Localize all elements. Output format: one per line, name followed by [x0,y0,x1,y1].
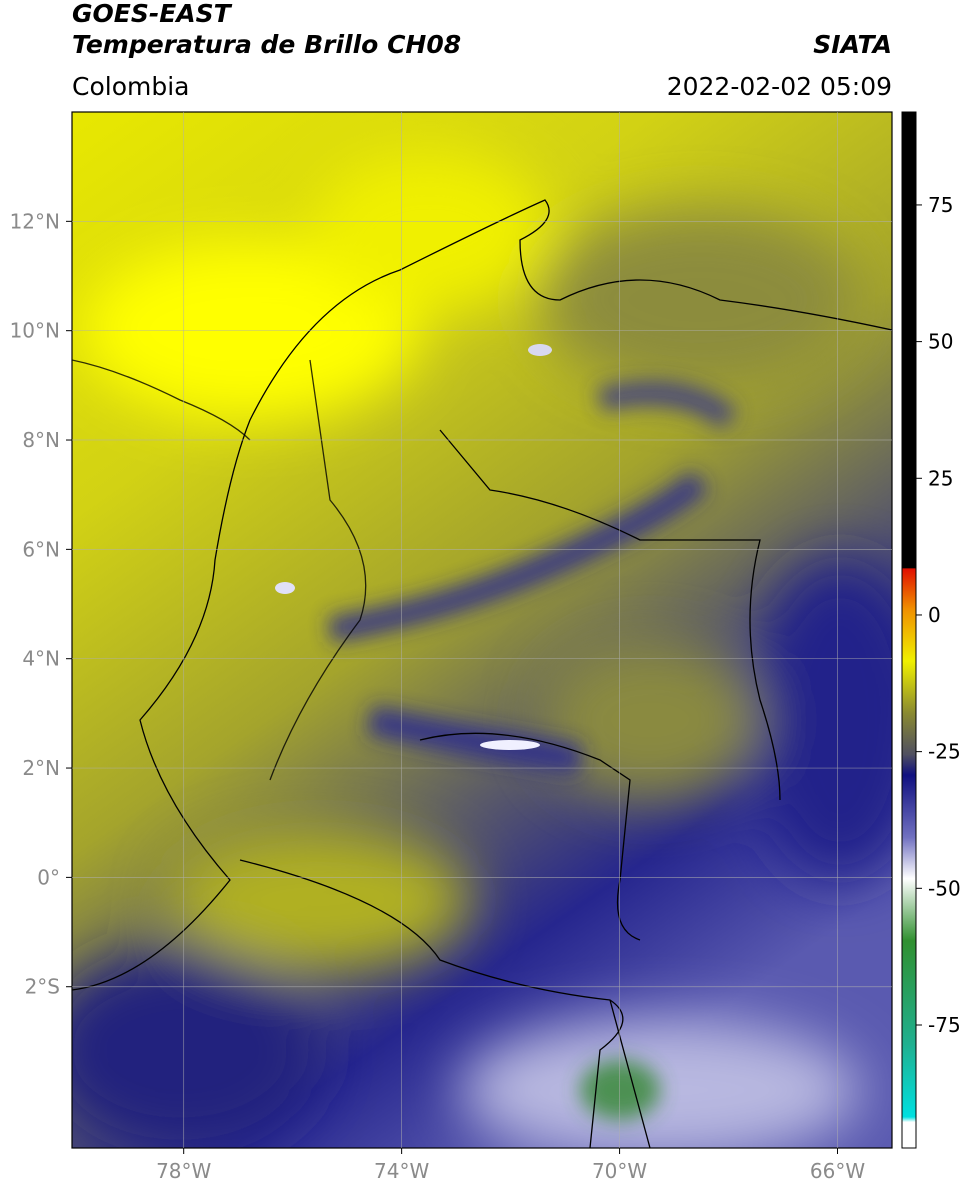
colorbar-tick-label: 0 [928,603,941,627]
colorbar-tick-label: 25 [928,466,953,490]
y-tick-label: 4°N [22,647,60,671]
x-tick-label: 78°W [156,1159,211,1183]
satellite-image [72,112,892,1148]
y-tick-label: 10°N [10,319,60,343]
colorbar-tick-label: 50 [928,330,953,354]
title: GOES-EAST [72,0,233,28]
x-tick-label: 70°W [592,1159,647,1183]
x-tick-label: 74°W [374,1159,429,1183]
colorbar-tick-label: 75 [928,193,953,217]
colorbar-tick-label: -25 [928,740,961,764]
map-frame [71,111,893,1149]
y-tick-label: 0° [37,865,60,889]
timestamp: 2022-02-02 05:09 [667,72,892,101]
region: Colombia [72,72,189,101]
y-tick-label: 2°S [25,975,60,999]
y-tick-label: 2°N [22,756,60,780]
subtitle: Temperatura de Brillo CH08 [72,30,461,59]
source: SIATA [813,30,892,59]
colorbar [901,111,917,1149]
colorbar-tick-label: -75 [928,1013,961,1037]
colorbar-tick-label: -50 [928,876,961,900]
y-tick-label: 8°N [22,428,60,452]
y-tick-label: 6°N [22,537,60,561]
y-tick-label: 12°N [10,209,60,233]
x-tick-label: 66°W [810,1159,865,1183]
